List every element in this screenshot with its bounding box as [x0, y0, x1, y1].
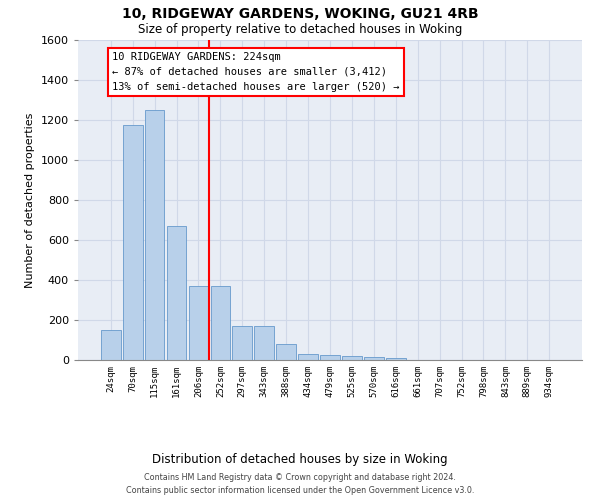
Bar — [276, 344, 296, 360]
Text: 10 RIDGEWAY GARDENS: 224sqm
← 87% of detached houses are smaller (3,412)
13% of : 10 RIDGEWAY GARDENS: 224sqm ← 87% of det… — [112, 52, 400, 92]
Y-axis label: Number of detached properties: Number of detached properties — [25, 112, 35, 288]
Text: Size of property relative to detached houses in Woking: Size of property relative to detached ho… — [138, 22, 462, 36]
Bar — [254, 326, 274, 360]
Bar — [211, 286, 230, 360]
Bar — [167, 226, 187, 360]
Text: 10, RIDGEWAY GARDENS, WOKING, GU21 4RB: 10, RIDGEWAY GARDENS, WOKING, GU21 4RB — [122, 8, 478, 22]
Bar — [232, 326, 252, 360]
Bar — [101, 330, 121, 360]
Bar — [298, 354, 318, 360]
Bar — [123, 125, 143, 360]
Bar — [364, 357, 384, 360]
Bar — [342, 356, 362, 360]
Bar — [320, 355, 340, 360]
Bar — [145, 110, 164, 360]
Text: Contains HM Land Registry data © Crown copyright and database right 2024.
Contai: Contains HM Land Registry data © Crown c… — [126, 474, 474, 495]
Text: Distribution of detached houses by size in Woking: Distribution of detached houses by size … — [152, 452, 448, 466]
Bar — [188, 286, 208, 360]
Bar — [386, 358, 406, 360]
